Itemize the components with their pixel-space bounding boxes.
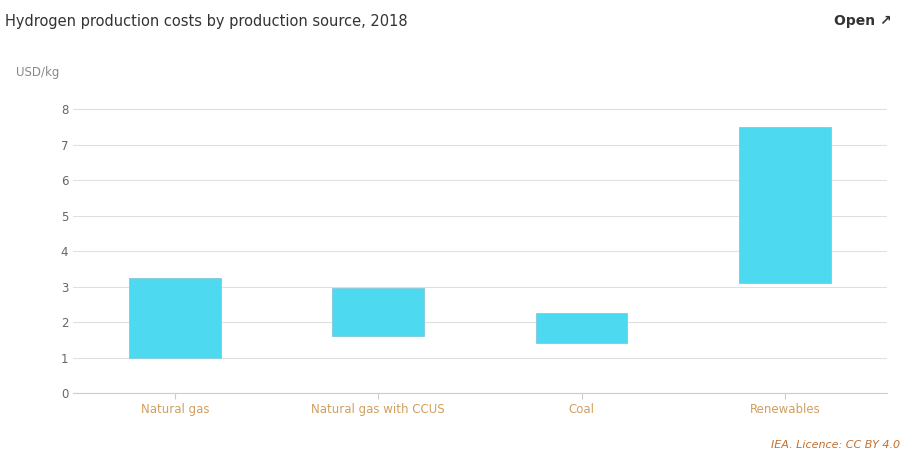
Bar <box>739 127 831 283</box>
Bar <box>333 288 424 336</box>
Text: Open ↗: Open ↗ <box>834 14 891 28</box>
Bar <box>536 313 627 343</box>
Bar <box>129 278 220 357</box>
Text: USD/kg: USD/kg <box>16 66 59 80</box>
Text: IEA. Licence: CC BY 4.0: IEA. Licence: CC BY 4.0 <box>771 440 900 450</box>
Text: Hydrogen production costs by production source, 2018: Hydrogen production costs by production … <box>5 14 408 29</box>
